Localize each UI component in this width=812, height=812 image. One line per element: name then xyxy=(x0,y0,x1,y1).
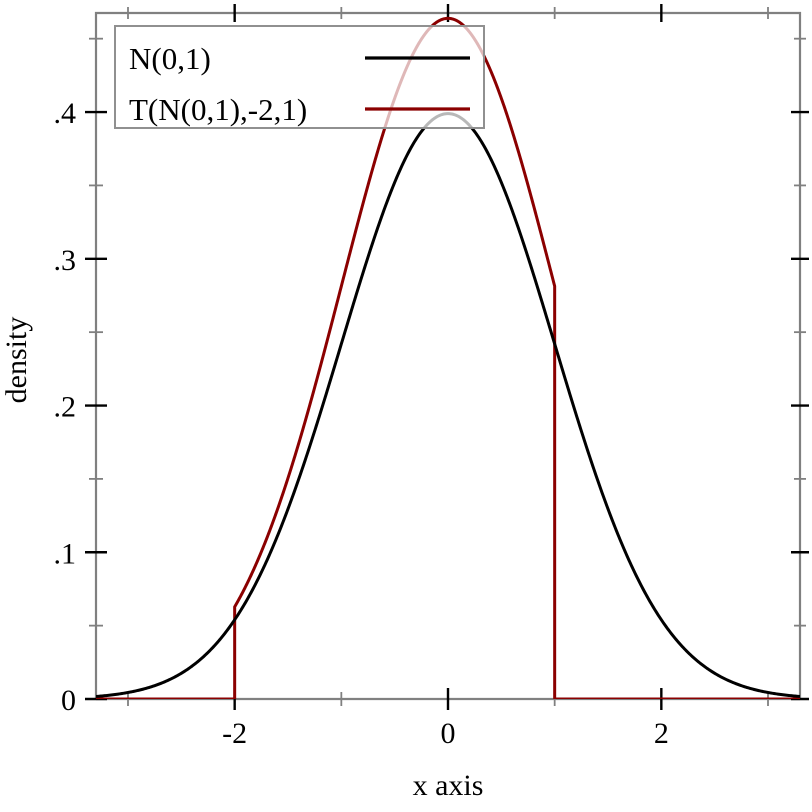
legend-label: N(0,1) xyxy=(129,41,211,76)
y-tick-label: .3 xyxy=(54,244,77,277)
y-tick-label: .4 xyxy=(54,97,77,130)
y-major-tick-group xyxy=(85,110,809,701)
y-minor-tick-group xyxy=(89,37,806,627)
x-tick-label: -2 xyxy=(222,717,247,750)
series-curve-normal xyxy=(96,112,800,698)
legend-box xyxy=(114,25,485,129)
y-tick-label: .2 xyxy=(54,391,77,424)
y-axis-title: density xyxy=(0,317,33,404)
y-tick-label: .1 xyxy=(54,537,77,570)
y-tick-label: 0 xyxy=(61,684,76,717)
x-axis-title: x axis xyxy=(413,769,484,802)
legend[interactable]: N(0,1) T(N(0,1),-2,1) xyxy=(114,25,485,129)
x-tick-label: 0 xyxy=(441,717,456,750)
legend-label: T(N(0,1),-2,1) xyxy=(129,92,307,127)
x-tick-label: 2 xyxy=(654,717,669,750)
y-tick-label-group: 0 .1 .2 .3 .4 xyxy=(54,97,77,717)
x-tick-label-group: -2 0 2 xyxy=(222,717,669,750)
